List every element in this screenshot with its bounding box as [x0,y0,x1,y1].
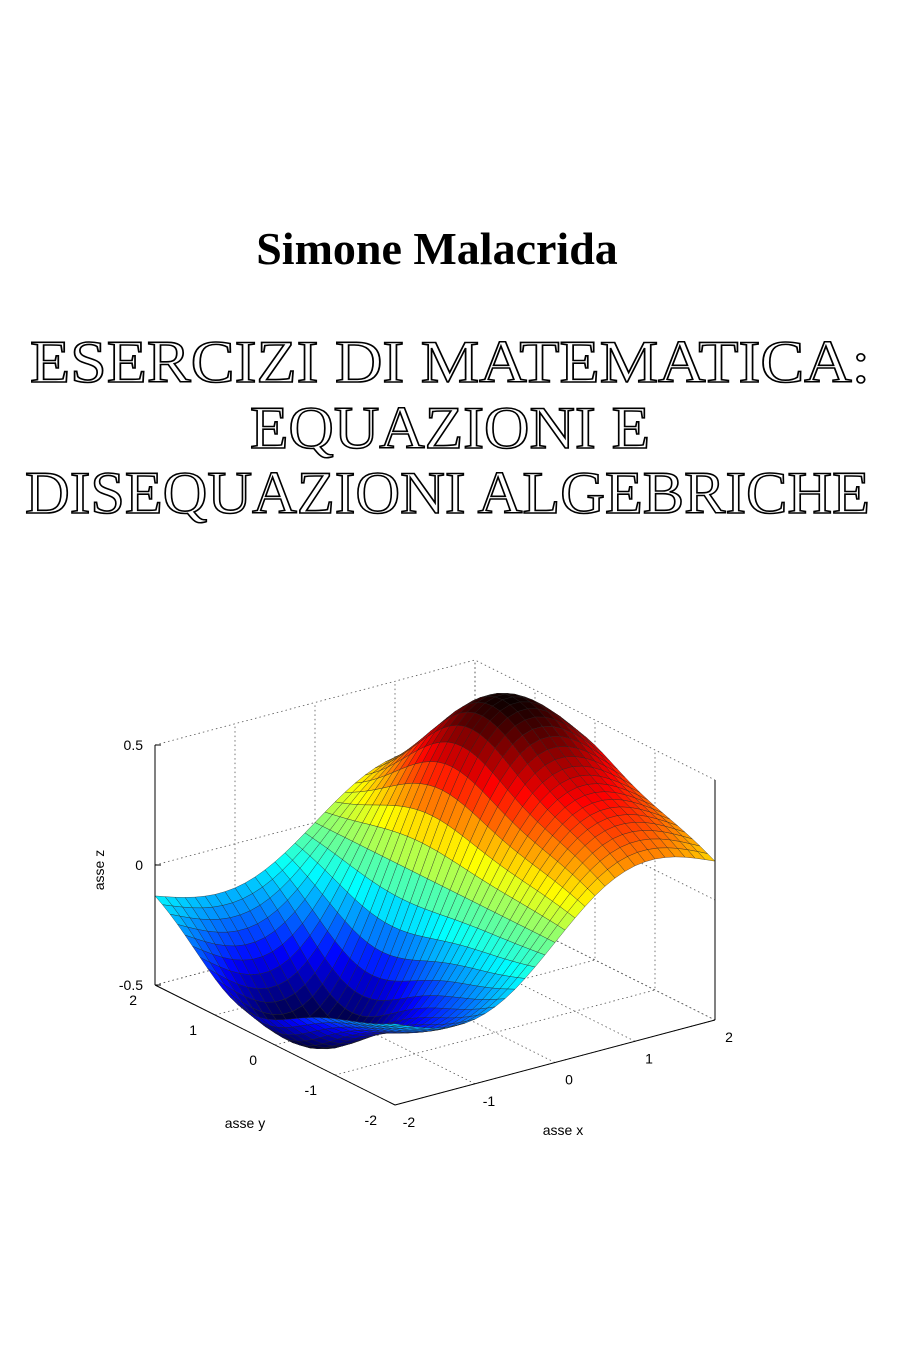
y-tick-label: 2 [129,992,137,1008]
author: Simone Malacrida [256,223,618,274]
title-line: EQUAZIONI E [250,395,650,461]
x-axis-label: asse x [543,1122,583,1138]
grid-line [154,899,716,1021]
x-tick-label: -2 [403,1114,416,1130]
x-tick-label: 1 [645,1050,653,1066]
axis-line [154,984,396,1106]
x-tick-label: 0 [565,1072,573,1088]
z-tick-label: 0 [135,857,143,873]
z-tick-label: 0.5 [124,737,144,753]
z-axis-label: asse z [91,850,107,890]
y-tick-label: 1 [189,1022,197,1038]
y-tick-label: 0 [249,1052,257,1068]
y-axis-label: asse y [225,1115,265,1131]
z-tick-label: -0.5 [119,977,143,993]
x-tick-label: -1 [483,1093,496,1109]
surface-patch [387,1023,406,1027]
y-tick-label: -1 [305,1082,318,1098]
axis-line [394,1019,716,1106]
surface-plot: -0.5 0 0.5 -2 -1 0 1 2 -2 -1 0 1 2 [119,659,733,1130]
y-tick-label: -2 [365,1112,378,1128]
grid-line [154,659,716,781]
grid-line [234,723,476,1085]
title-line: ESERCIZI DI MATEMATICA: [30,329,870,395]
title-line: DISEQUAZIONI ALGEBRICHE [25,460,870,526]
grid-line [314,702,556,1063]
x-tick-label: 2 [725,1029,733,1045]
